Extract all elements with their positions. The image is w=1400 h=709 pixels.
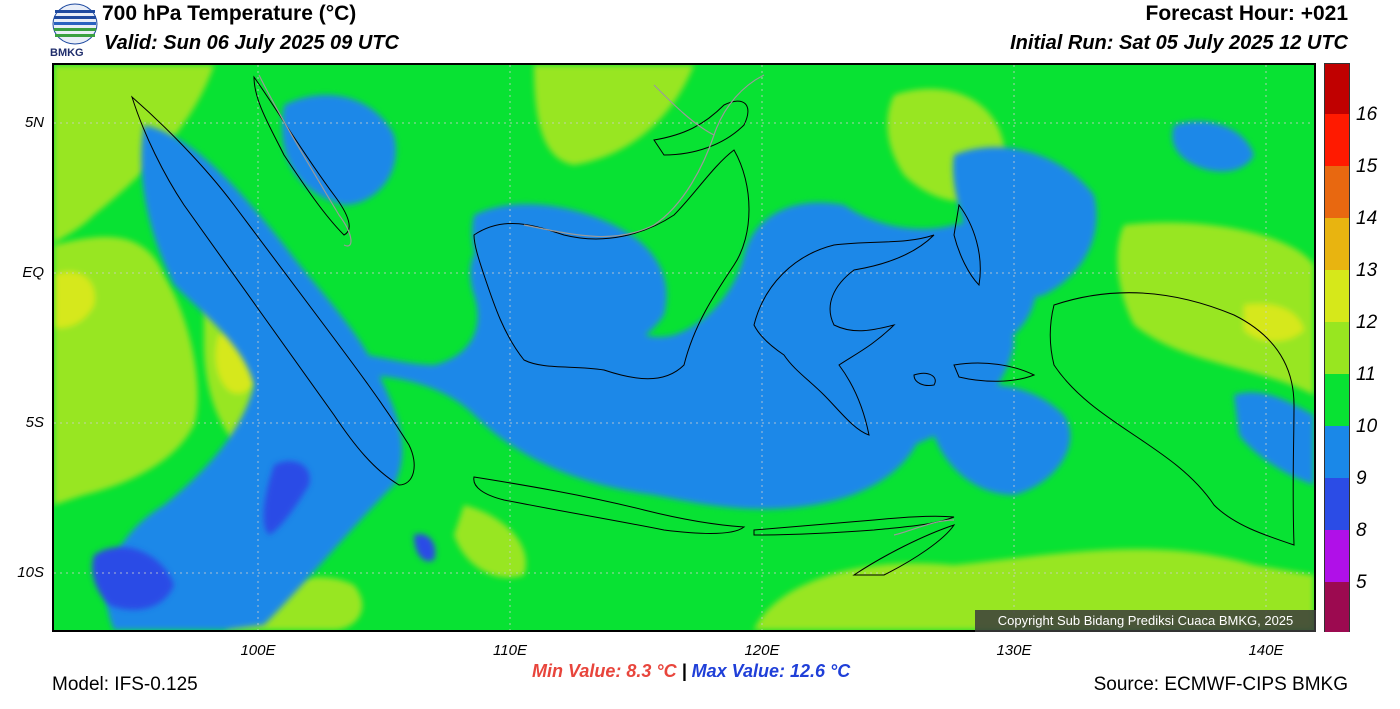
field-9-sulawesi [741,237,1014,495]
value-separator: | [681,661,687,681]
colorbar-label-16: 16 [1356,104,1378,125]
colorbar-seg-17 [1325,64,1349,114]
min-max-values: Min Value: 8.3 °C | Max Value: 12.6 °C [532,661,850,682]
coast-buru [913,372,936,386]
colorbar-seg-15 [1325,166,1349,218]
colorbar-seg-16 [1325,114,1349,166]
coast-borneo [473,149,750,380]
colorbar-seg-11 [1325,374,1349,426]
copyright-banner: Copyright Sub Bidang Prediksi Cuaca BMKG… [975,610,1316,632]
forecast-hour: Forecast Hour: +021 [1145,2,1349,25]
x-label-140e: 140E [1248,642,1284,659]
colorbar-seg-12 [1325,322,1349,374]
coast-sulawesi [753,234,935,436]
map-field [54,65,1314,630]
field-8-sw [92,546,174,610]
y-label-5s: 5S [25,414,44,431]
coast-malay [253,75,350,236]
coast-borneo-n [653,100,749,156]
field-9-ne [1172,121,1254,172]
chart-title: 700 hPa Temperature (°C) [102,2,357,25]
field-9-borneo [472,204,667,349]
x-label-130e: 130E [996,642,1032,659]
x-label-120e: 120E [744,642,780,659]
field-11-e [1117,222,1314,395]
colorbar-label-5: 5 [1356,572,1367,593]
min-value: Min Value: 8.3 °C [532,661,677,681]
colorbar-label-14: 14 [1356,208,1378,229]
logo-text: BMKG [50,47,84,59]
borders [258,74,955,536]
field-11-s [454,505,526,578]
gridlines [54,65,1314,630]
source-info: Source: ECMWF-CIPS BMKG [1093,674,1348,695]
temperature-map[interactable] [52,63,1316,632]
coast-nusa [753,515,955,536]
y-label-eq: EQ [22,264,44,281]
border-malaysia [258,74,352,247]
colorbar-label-8: 8 [1356,520,1367,541]
colorbar-label-15: 15 [1356,156,1378,177]
coast-papua [1049,292,1295,546]
colorbar-seg-14 [1325,218,1349,270]
field-12-w [54,271,95,328]
colorbar-seg-5 [1325,582,1349,632]
colorbar-seg-10 [1325,426,1349,478]
y-label-5n: 5N [24,114,44,131]
coast-seram [953,362,1036,382]
colorbar-seg-13 [1325,270,1349,322]
field-11-nw [54,65,214,245]
field-9-sumatra [106,125,403,630]
field-9-maluku [953,147,1097,298]
border-borneo [523,74,765,238]
colorbar-label-11: 11 [1356,364,1376,385]
colorbar-label-9: 9 [1356,468,1367,489]
initial-run: Initial Run: Sat 05 July 2025 12 UTC [1010,32,1348,54]
colorbar-seg-9 [1325,478,1349,530]
max-value: Max Value: 12.6 °C [691,661,851,681]
coast-sumatra [130,95,415,486]
colorbar-label-10: 10 [1356,416,1378,437]
coast-halmahera [953,203,981,287]
colorbar-label-13: 13 [1356,260,1378,281]
field-9-banda [934,384,1071,495]
y-label-10s: 10S [17,564,44,581]
colorbar-label-12: 12 [1356,312,1378,333]
field-11-nc [534,65,694,165]
coast-timor [852,524,956,576]
model-info: Model: IFS-0.125 [52,674,198,695]
bmkg-logo [52,2,98,60]
valid-time: Valid: Sun 06 July 2025 09 UTC [104,32,399,54]
x-label-100e: 100E [240,642,276,659]
border-philippines [653,84,715,136]
coastlines [130,75,1295,576]
coast-java [473,476,746,534]
colorbar-seg-8 [1325,530,1349,582]
field-12-e [1244,303,1304,342]
border-timor [893,519,955,536]
field-8-sw2 [263,461,310,535]
field-8-java [414,534,436,562]
x-label-110e: 110E [493,642,527,659]
colorbar [1324,63,1350,632]
